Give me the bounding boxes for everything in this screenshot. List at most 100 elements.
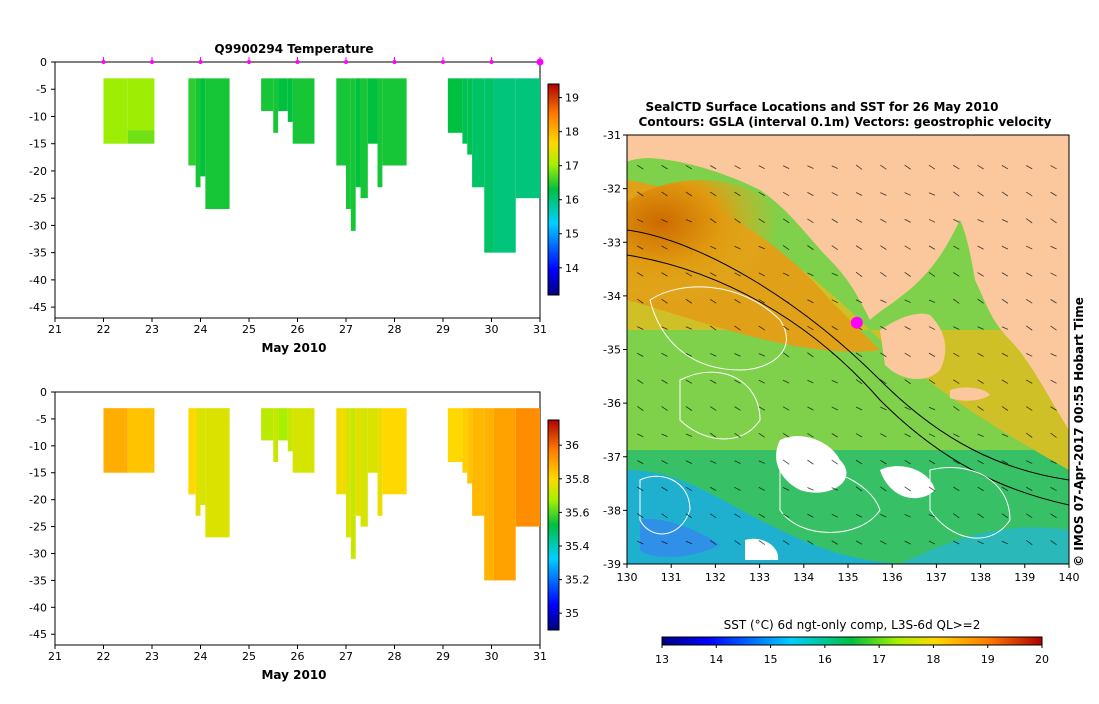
sst-map-panel: SealCTD Surface Locations and SST for 26… <box>603 100 1086 666</box>
velocity-vector <box>637 433 644 438</box>
velocity-vector <box>734 165 741 170</box>
velocity-vector <box>709 325 717 331</box>
velocity-vector <box>977 164 984 170</box>
data-cell <box>195 78 201 188</box>
velocity-vector <box>1001 191 1009 197</box>
lat-tick-label: -35 <box>603 344 621 357</box>
velocity-vector <box>782 272 790 277</box>
cloud-cover-1 <box>776 436 847 493</box>
velocity-vector <box>880 299 887 303</box>
velocity-vector <box>685 245 693 250</box>
velocity-vector <box>1050 486 1057 491</box>
velocity-vector <box>880 164 887 170</box>
velocity-vector <box>1001 298 1009 304</box>
velocity-vector <box>637 486 644 492</box>
velocity-vector <box>855 271 863 277</box>
velocity-vector <box>928 218 936 223</box>
data-cell <box>515 408 540 527</box>
velocity-vector <box>734 325 741 331</box>
sst-colorbar-tick-label: 18 <box>926 653 940 666</box>
velocity-vector <box>1026 486 1033 491</box>
velocity-vector <box>734 245 741 250</box>
velocity-vector <box>637 245 644 250</box>
temperature-x-axis: 21 22 23 24 25 26 27 28 29 30 31 <box>48 318 547 336</box>
velocity-vector <box>782 191 790 197</box>
velocity-vector <box>953 191 960 197</box>
velocity-vector <box>855 406 863 411</box>
velocity-vector <box>1050 379 1057 384</box>
velocity-vector <box>782 406 790 411</box>
velocity-vector <box>831 299 838 304</box>
velocity-vector <box>807 245 814 251</box>
colorbar-tick-label: 16 <box>565 194 579 207</box>
velocity-vector <box>1026 245 1033 250</box>
velocity-vector <box>661 379 668 384</box>
colorbar-tick-label: 35.2 <box>565 574 590 587</box>
velocity-vector <box>685 406 693 411</box>
seal-location-marker <box>850 316 863 329</box>
velocity-vector <box>855 379 863 385</box>
velocity-vector <box>685 298 693 304</box>
sst-colorbar-tick-label: 19 <box>981 653 995 666</box>
data-cell <box>200 78 206 177</box>
x-tick-label: 29 <box>436 323 450 336</box>
data-cell <box>346 408 351 538</box>
velocity-vector <box>709 540 717 546</box>
velocity-vector <box>904 192 911 196</box>
velocity-vector <box>855 299 863 304</box>
velocity-vector <box>977 298 984 304</box>
land-mass <box>627 135 1069 430</box>
velocity-vector <box>685 486 693 492</box>
temperature-x-label: May 2010 <box>261 341 326 355</box>
velocity-vector <box>1001 352 1009 357</box>
velocity-vector <box>758 165 765 170</box>
profile-marker-dot <box>489 60 494 64</box>
lat-tick-label: -36 <box>603 397 621 410</box>
data-cell <box>195 408 201 516</box>
y-tick-label: -20 <box>29 165 47 178</box>
data-cell <box>292 78 315 144</box>
velocity-vector <box>855 218 863 223</box>
velocity-vector <box>928 379 936 385</box>
velocity-vector <box>1026 165 1033 170</box>
temperature-y-axis: 0 -5 -10 -15 -20 -25 -30 -35 -40 -45 <box>29 56 55 314</box>
data-cell <box>367 78 378 144</box>
lat-tick-label: -33 <box>603 236 621 249</box>
velocity-vector <box>977 191 984 197</box>
velocity-vector <box>807 352 814 358</box>
temperature-colorbar <box>547 83 560 296</box>
data-cell <box>278 78 288 112</box>
velocity-vector <box>855 513 863 518</box>
velocity-vector <box>1050 353 1057 357</box>
velocity-vector <box>734 540 741 545</box>
velocity-vector <box>904 299 911 303</box>
velocity-vector <box>928 326 936 330</box>
velocity-vector <box>758 513 766 518</box>
velocity-vector <box>1050 540 1057 546</box>
velocity-vector <box>904 272 911 277</box>
x-tick-label: 22 <box>97 650 111 663</box>
velocity-vector <box>928 486 936 492</box>
lon-tick-label: 133 <box>749 571 770 584</box>
temperature-panel-title: Q9900294 Temperature <box>214 42 373 56</box>
sst-colorbar-tick-label: 16 <box>818 653 832 666</box>
velocity-vector <box>904 406 911 411</box>
profile-marker-dot <box>392 60 397 64</box>
velocity-vector <box>782 459 790 465</box>
x-tick-label: 30 <box>485 650 499 663</box>
velocity-vector <box>855 540 863 545</box>
velocity-vector <box>709 486 717 491</box>
lon-tick-label: 135 <box>838 571 859 584</box>
colorbar-tick-label: 35.6 <box>565 506 590 519</box>
y-tick-label: -45 <box>29 628 47 641</box>
velocity-vector <box>1026 513 1033 519</box>
salinity-x-axis: 21 22 23 24 25 26 27 28 29 30 31 <box>48 645 547 663</box>
velocity-vector <box>977 540 984 545</box>
gsla-contour-1 <box>627 229 1069 481</box>
y-tick-label: -25 <box>29 521 47 534</box>
y-tick-label: -40 <box>29 601 47 614</box>
velocity-vector <box>855 459 863 465</box>
lon-tick-label: 131 <box>661 571 682 584</box>
data-cell <box>127 78 155 131</box>
colorbar-tick-label: 35.8 <box>565 473 590 486</box>
